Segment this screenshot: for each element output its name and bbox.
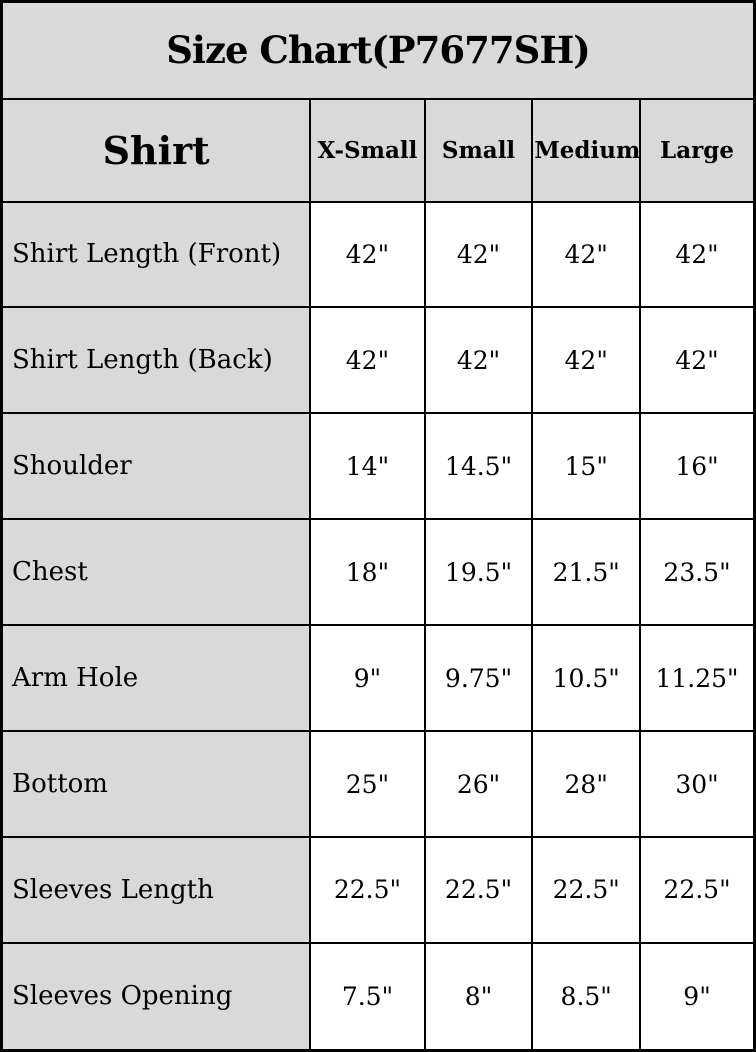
cell-value: 16" — [639, 412, 756, 521]
row-label: Sleeves Length — [0, 836, 312, 944]
cell-value: 22.5" — [531, 836, 642, 944]
row-label: Shirt Length (Front) — [0, 200, 312, 309]
col-header-small: Small — [423, 97, 534, 203]
cell-value: 42" — [531, 306, 642, 415]
table-row-shirt-length-back: Shirt Length (Back) 42" 42" 42" 42" — [0, 306, 756, 415]
title-row: Size Chart(P7677SH) — [0, 0, 756, 100]
cell-value: 9.75" — [423, 624, 534, 733]
table-row-arm-hole: Arm Hole 9" 9.75" 10.5" 11.25" — [0, 624, 756, 733]
cell-value: 8.5" — [531, 941, 642, 1052]
cell-value: 15" — [531, 412, 642, 521]
cell-value: 22.5" — [309, 836, 426, 944]
cell-value: 11.25" — [639, 624, 756, 733]
cell-value: 22.5" — [639, 836, 756, 944]
column-header-row: Shirt X-Small Small Medium Large — [0, 97, 756, 203]
row-label: Shoulder — [0, 412, 312, 521]
table-row-shirt-length-front: Shirt Length (Front) 42" 42" 42" 42" — [0, 200, 756, 309]
row-label: Shirt Length (Back) — [0, 306, 312, 415]
col-header-medium: Medium — [531, 97, 642, 203]
cell-value: 8" — [423, 941, 534, 1052]
cell-value: 42" — [423, 306, 534, 415]
cell-value: 18" — [309, 518, 426, 627]
table-row-bottom: Bottom 25" 26" 28" 30" — [0, 730, 756, 839]
cell-value: 25" — [309, 730, 426, 839]
cell-value: 30" — [639, 730, 756, 839]
cell-value: 23.5" — [639, 518, 756, 627]
cell-value: 42" — [531, 200, 642, 309]
cell-value: 19.5" — [423, 518, 534, 627]
row-label: Chest — [0, 518, 312, 627]
cell-value: 42" — [639, 200, 756, 309]
cell-value: 7.5" — [309, 941, 426, 1052]
table-row-sleeves-length: Sleeves Length 22.5" 22.5" 22.5" 22.5" — [0, 836, 756, 944]
cell-value: 22.5" — [423, 836, 534, 944]
col-header-large: Large — [639, 97, 756, 203]
cell-value: 28" — [531, 730, 642, 839]
cell-value: 14" — [309, 412, 426, 521]
row-label: Sleeves Opening — [0, 941, 312, 1052]
cell-value: 42" — [639, 306, 756, 415]
cell-value: 21.5" — [531, 518, 642, 627]
cell-value: 14.5" — [423, 412, 534, 521]
chart-title: Size Chart(P7677SH) — [0, 0, 756, 100]
cell-value: 42" — [309, 306, 426, 415]
col-header-x-small: X-Small — [309, 97, 426, 203]
cell-value: 42" — [309, 200, 426, 309]
cell-value: 10.5" — [531, 624, 642, 733]
cell-value: 9" — [309, 624, 426, 733]
row-label: Arm Hole — [0, 624, 312, 733]
table-row-shoulder: Shoulder 14" 14.5" 15" 16" — [0, 412, 756, 521]
row-label: Bottom — [0, 730, 312, 839]
cell-value: 9" — [639, 941, 756, 1052]
cell-value: 42" — [423, 200, 534, 309]
table-row-chest: Chest 18" 19.5" 21.5" 23.5" — [0, 518, 756, 627]
table-row-sleeves-opening: Sleeves Opening 7.5" 8" 8.5" 9" — [0, 941, 756, 1052]
cell-value: 26" — [423, 730, 534, 839]
corner-header-shirt: Shirt — [0, 97, 312, 203]
